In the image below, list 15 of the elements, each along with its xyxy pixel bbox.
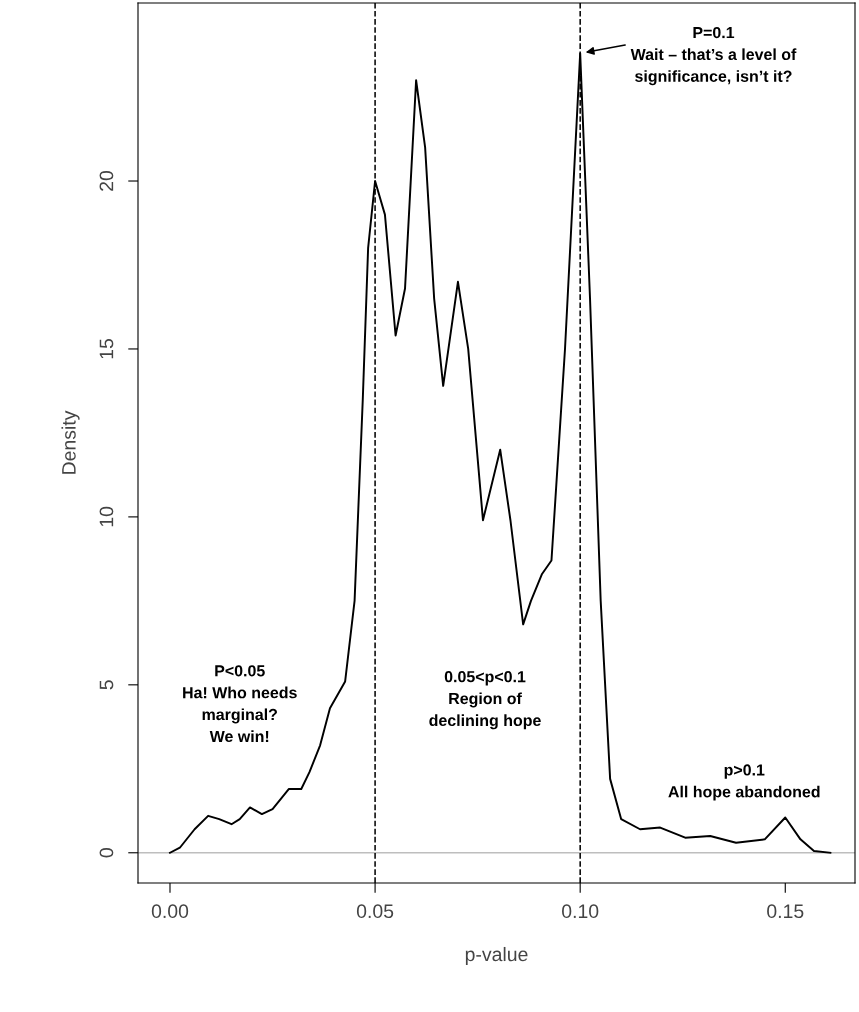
x-tick-label: 0.10 <box>562 904 599 919</box>
x-tick-label: 0.15 <box>767 904 804 919</box>
annotation: P=0.1 Wait – that’s a level of significance, isn’t it? <box>630 26 797 86</box>
y-tick-label: 10 <box>99 506 114 527</box>
y-tick-label: 0 <box>99 848 114 858</box>
x-tick-label: 0.05 <box>356 904 394 919</box>
y-tick-label: 20 <box>99 170 114 191</box>
x-tick-label: 0.00 <box>151 904 189 919</box>
annotation: P<0.05 Ha! Who needs marginal? We win! <box>183 665 297 743</box>
y-tick-label: 15 <box>99 338 114 359</box>
y-tick-label: 5 <box>99 680 114 690</box>
annotation: 0.05<p<0.1 Region of declining hope <box>429 671 541 730</box>
annotation: p>0.1 All hope abandoned <box>668 764 820 801</box>
x-axis-title: p-value <box>465 946 528 966</box>
y-axis-title: Density <box>61 410 80 474</box>
